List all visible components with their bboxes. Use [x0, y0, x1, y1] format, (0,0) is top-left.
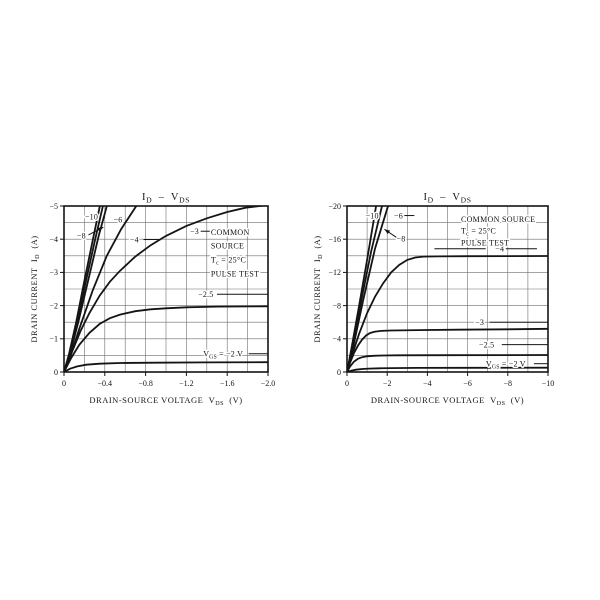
y-tick-label: −1 [49, 335, 58, 344]
y-tick-label: −4 [332, 335, 341, 344]
x-tick-label: −6 [463, 379, 472, 388]
y-tick-label: −5 [49, 202, 58, 211]
x-axis-label: DRAIN-SOURCE VOLTAGE VDS (V) [371, 395, 524, 407]
curve-vgs-2.5 [347, 354, 548, 372]
x-tick-label: 0 [345, 379, 349, 388]
note-line: Tc = 25°C [211, 255, 246, 266]
x-axis-label: DRAIN-SOURCE VOLTAGE VDS (V) [89, 395, 242, 407]
curve-label-vgs: VGS = −2 V [486, 360, 526, 371]
note-line: COMMON SOURCE [461, 215, 535, 224]
x-tick-label: −0.4 [98, 379, 113, 388]
curve-label-vgs: −6 [114, 216, 123, 225]
plot-border [346, 205, 549, 373]
curve-label-vgs: −2.5 [479, 340, 494, 349]
y-tick-label: −2 [49, 301, 58, 310]
curve-label-vgs: −6 [394, 211, 403, 220]
x-tick-label: −2.0 [261, 379, 276, 388]
curve-label-vgs: −8 [77, 232, 86, 241]
plot-border [63, 205, 269, 373]
x-tick-label: 0 [62, 379, 66, 388]
curve-vgs-3 [64, 206, 268, 372]
curve-vgs-3 [347, 327, 548, 372]
label-arrowhead [97, 227, 104, 232]
label-arrowhead [384, 229, 391, 235]
y-tick-label: −16 [328, 235, 341, 244]
y-tick-label: −4 [49, 235, 58, 244]
curve-label-vgs: −4 [130, 235, 139, 244]
chart-low-vds-range: 0 −0.4 −0.8 −1.2 −1.6 −2.0 0 −1 −2 −3 −4 −5 −10 −8 −6 −… [29, 192, 275, 407]
curve-label-vgs: −10 [85, 212, 98, 221]
y-axis-label: DRAIN CURRENT ID (A) [29, 235, 41, 342]
note-line: PULSE TEST [461, 238, 509, 247]
y-tick-label: 0 [54, 368, 58, 377]
note-line: Tc = 25°C [461, 227, 496, 238]
curve-vgs-10 [347, 206, 377, 372]
curve-label-vgs: −4 [495, 245, 504, 254]
y-tick-label: −20 [328, 202, 341, 211]
x-tick-label: −2 [383, 379, 392, 388]
x-tick-label: −10 [542, 379, 555, 388]
curve-label-vgs: −3 [475, 318, 484, 327]
y-axis-label: DRAIN CURRENT ID (A) [312, 235, 324, 342]
y-tick-label: −12 [328, 268, 341, 277]
y-tick-label: −3 [49, 268, 58, 277]
chart-title: ID – VDS [142, 192, 190, 205]
curve-label-vgs: −8 [397, 235, 406, 244]
curve-vgs-4 [347, 255, 548, 372]
curve-label-vgs: −10 [366, 211, 379, 220]
note-line: PULSE TEST [211, 269, 259, 278]
note-line: COMMON [211, 228, 250, 237]
x-tick-label: −1.6 [220, 379, 235, 388]
curve-vgs-10 [64, 206, 101, 372]
curve-label-vgs: −3 [190, 227, 199, 236]
x-tick-label: −1.2 [179, 379, 194, 388]
chart-full-vds-range: 0 −2 −4 −6 −8 −10 0 −4 −8 −12 −16 −20 −10 −8 −6 −4 −3 −2.… [312, 192, 554, 407]
note-line: SOURCE [211, 242, 244, 251]
y-tick-label: −8 [332, 301, 341, 310]
x-tick-label: −8 [504, 379, 513, 388]
curve-label-vgs: VGS = −2 V [203, 350, 243, 361]
y-tick-label: 0 [337, 368, 341, 377]
chart-title: ID – VDS [423, 192, 471, 205]
x-tick-label: −0.8 [138, 379, 153, 388]
curve-vgs-2.5 [64, 305, 268, 372]
x-tick-label: −4 [423, 379, 432, 388]
curve-label-vgs: −2.5 [198, 290, 213, 299]
curve-vgs-6 [347, 206, 389, 372]
curve-vgs-2 [347, 366, 548, 372]
curve-vgs-2 [64, 361, 268, 372]
